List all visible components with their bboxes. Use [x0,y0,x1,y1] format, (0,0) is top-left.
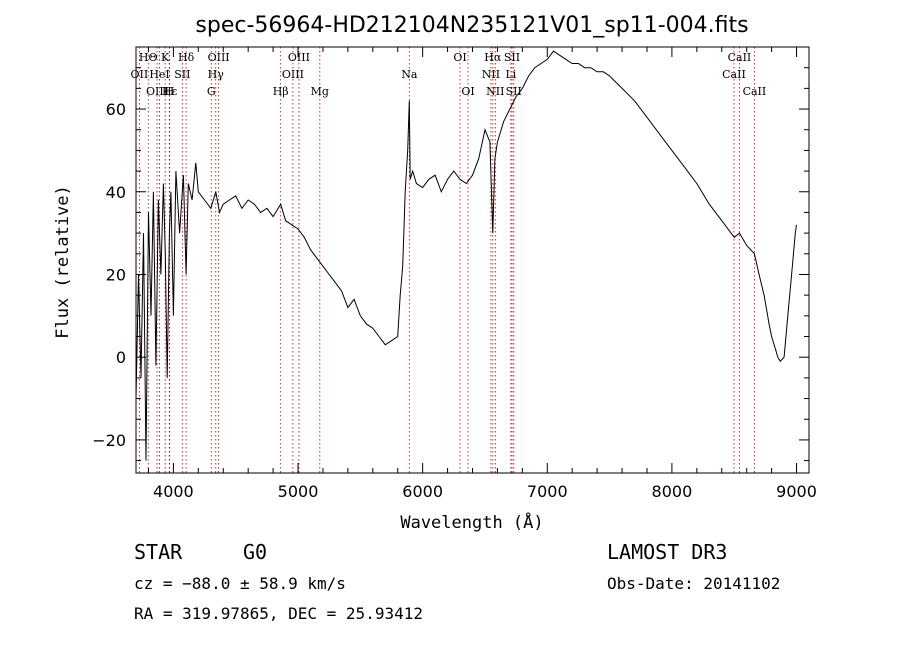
spectral-line-label: OI [461,85,474,98]
spectral-line-label: Mg [311,85,329,98]
chart-title: spec-56964-HD212104N235121V01_sp11-004.f… [195,13,748,38]
y-tick-label: −20 [92,431,126,450]
spectral-line-label: K [161,51,170,64]
spectral-line-label: OIII [282,68,304,81]
spectral-line-label: NII [486,85,504,98]
y-tick-label: 20 [106,265,126,284]
spectral-line-label: H [165,85,175,98]
x-axis-ticks: 4000 5000 6000 7000 8000 9000 [147,47,817,501]
spectral-line-label: Hα [484,51,502,64]
spectral-line-label: OI [453,51,466,64]
survey-name: LAMOST DR3 [607,540,728,564]
x-tick-label: 4000 [153,482,194,501]
x-tick-label: 5000 [278,482,319,501]
y-tick-label: 0 [116,348,126,367]
spectral-line-label: OIII [288,51,310,64]
spectral-line-label: HΘ [139,51,158,64]
redshift-cz: cz = −88.0 ± 58.9 km/s [134,574,346,593]
obs-date: Obs-Date: 20141102 [607,574,781,593]
spectral-line-label: OIII [208,51,230,64]
spectral-line-label: Hγ [208,68,225,81]
spectral-line-label: SII [504,51,520,64]
spectral-line-label: HeI [149,68,169,81]
spectral-line-label: Hβ [273,85,289,98]
y-axis-label: Flux (relative) [53,185,73,339]
spectral-line-label: Li [505,68,516,81]
spectral-line-label: NII [482,68,500,81]
x-tick-label: 9000 [776,482,817,501]
spectral-line-label: Hε [162,85,178,98]
spectral-line-label: OIII [146,85,168,98]
spectral-line-markers [138,47,755,473]
y-axis-ticks: −20 0 20 40 60 [92,67,809,462]
spectral-line-label: OII [131,68,149,81]
x-axis-label: Wavelength (Å) [400,511,543,533]
spectral-line-label: G [207,85,216,98]
y-tick-label: 40 [106,183,126,202]
spectral-line-label: CaII [722,68,746,81]
spectral-line-label: SII [174,68,190,81]
spectral-line-label: CaII [743,85,767,98]
spectrum-series [135,50,797,461]
object-subclass: G0 [243,540,268,564]
y-tick-label: 60 [106,100,126,119]
x-tick-label: 8000 [652,482,693,501]
x-tick-label: 7000 [527,482,568,501]
spectral-line-label: Na [401,68,418,81]
spectral-line-label: CaII [728,51,752,64]
spectral-line-label: Hδ [178,51,195,64]
x-tick-label: 6000 [402,482,443,501]
plot-frame [135,46,810,474]
object-class: STAR [134,540,183,564]
coordinates: RA = 319.97865, DEC = 25.93412 [134,604,423,623]
spectrum-chart: spec-56964-HD212104N235121V01_sp11-004.f… [53,13,817,533]
